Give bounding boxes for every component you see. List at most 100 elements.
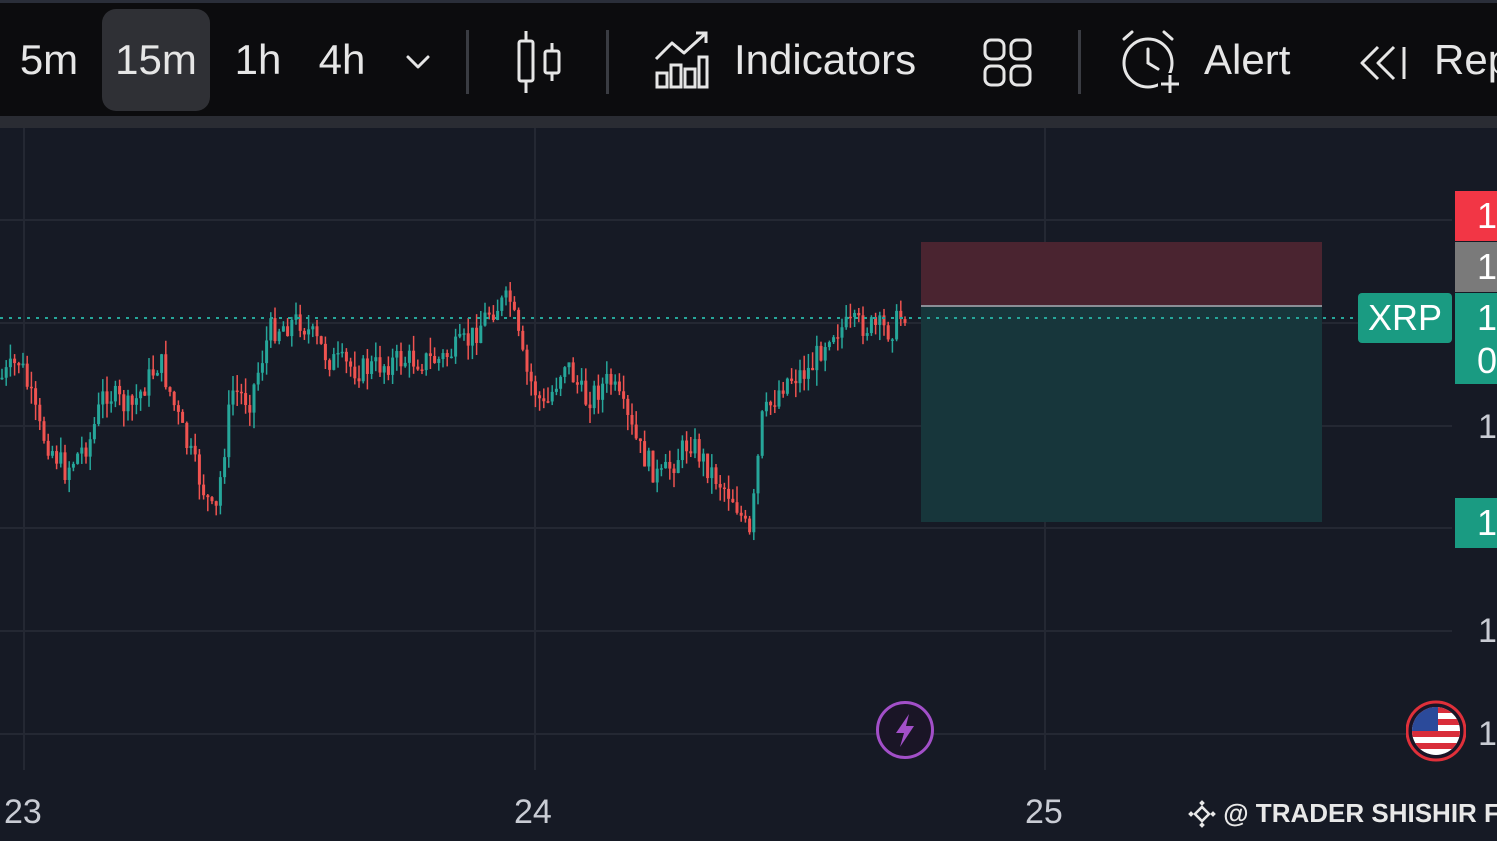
alert-button[interactable]: Alert: [1204, 36, 1291, 83]
candle-body: [231, 390, 235, 405]
candle-body: [428, 353, 432, 357]
candle-body: [575, 382, 579, 385]
alarm-clock-add-icon[interactable]: [1118, 29, 1182, 95]
candle-body: [155, 372, 159, 376]
candle-body: [4, 367, 8, 378]
indicators-button[interactable]: Indicators: [734, 36, 917, 83]
date-axis-label: 25: [1025, 793, 1063, 831]
replay-button[interactable]: Rep: [1434, 36, 1497, 83]
candle-body: [554, 388, 558, 392]
candle-body: [328, 360, 332, 370]
economic-events-button[interactable]: [1406, 699, 1466, 763]
candle-body: [508, 290, 512, 302]
timeframe-5m-button[interactable]: 5m: [19, 36, 79, 83]
price-axis-label: 1: [1478, 612, 1497, 650]
indicators-icon[interactable]: [652, 29, 712, 91]
candle-body: [651, 450, 655, 483]
candle-body: [433, 356, 437, 363]
candle-body: [344, 351, 348, 362]
candle-body: [517, 309, 521, 331]
candle-body: [109, 401, 113, 404]
candle-body: [412, 350, 416, 367]
candle-body: [542, 398, 546, 402]
candle-body: [840, 327, 844, 338]
take-profit-zone[interactable]: [921, 306, 1322, 522]
candle-body: [605, 373, 609, 384]
candle-body: [848, 316, 852, 319]
chevron-down-icon[interactable]: [400, 47, 436, 77]
candle-body: [357, 378, 361, 382]
candle-body: [538, 395, 542, 399]
candle-body: [84, 447, 88, 457]
candle-body: [399, 351, 403, 367]
candle-body: [378, 357, 382, 373]
candle-body: [449, 356, 453, 359]
candle-body: [139, 391, 143, 399]
candle-body: [735, 502, 739, 513]
candle-body: [512, 301, 516, 310]
candle-body: [118, 385, 122, 395]
candle-body: [483, 312, 487, 326]
toolbar-divider: [466, 30, 469, 94]
candle-body: [76, 453, 80, 464]
candle-body: [88, 439, 92, 457]
candle-body: [798, 370, 802, 384]
lightning-button[interactable]: [876, 701, 934, 759]
candle-body: [882, 315, 886, 326]
candle-body: [29, 386, 33, 389]
timeframe-4h-button[interactable]: 4h: [318, 36, 366, 83]
candle-body: [252, 384, 256, 413]
candle-body: [752, 493, 756, 533]
us-flag-icon: [1406, 700, 1466, 762]
candle-body: [218, 477, 222, 506]
candle-body: [731, 498, 735, 503]
candle-body: [122, 394, 126, 412]
candle-body: [685, 440, 689, 452]
candle-body: [504, 290, 508, 298]
stop-loss-zone[interactable]: [921, 242, 1322, 306]
replay-rewind-icon[interactable]: [1356, 43, 1408, 83]
candle-body: [865, 333, 869, 336]
candle-body: [202, 484, 206, 496]
candle-body: [693, 439, 697, 454]
toolbar-divider-strip: [0, 116, 1497, 128]
candle-body: [546, 401, 550, 403]
candle-body: [714, 467, 718, 484]
candle-body: [777, 390, 781, 407]
candle-body: [323, 343, 327, 361]
candle-body: [42, 421, 46, 441]
candle-body: [181, 411, 185, 423]
candle-body: [315, 326, 319, 337]
toolbar-divider: [606, 30, 609, 94]
timeframe-1h-button[interactable]: 1h: [234, 36, 282, 83]
candle-body: [101, 391, 105, 405]
date-axis-label: 24: [514, 793, 552, 831]
candle-body: [630, 414, 634, 425]
grid-icon[interactable]: [982, 37, 1034, 89]
timeframe-15m-button[interactable]: 15m: [102, 9, 210, 111]
candle-body: [395, 351, 399, 358]
candle-body: [722, 487, 726, 490]
candle-body: [332, 354, 336, 370]
price-tag-target: 1: [1455, 498, 1497, 548]
candlestick-icon[interactable]: [514, 29, 566, 95]
candle-body: [168, 387, 172, 392]
candle-body: [336, 352, 340, 355]
candle-body: [164, 354, 168, 388]
candle-body: [529, 371, 533, 382]
candle-body: [197, 454, 201, 485]
candle-body: [25, 363, 29, 387]
candle-body: [533, 381, 537, 396]
candle-body: [63, 452, 67, 480]
candle-body: [743, 515, 747, 519]
candle-body: [277, 331, 281, 342]
candlestick-series: [0, 282, 907, 541]
candle-body: [46, 440, 50, 456]
candle-body: [176, 405, 180, 412]
candle-body: [260, 363, 264, 373]
candle-body: [521, 330, 525, 350]
candle-body: [727, 488, 731, 499]
candle-body: [668, 461, 672, 469]
symbol-price-badge[interactable]: XRP: [1358, 293, 1452, 343]
